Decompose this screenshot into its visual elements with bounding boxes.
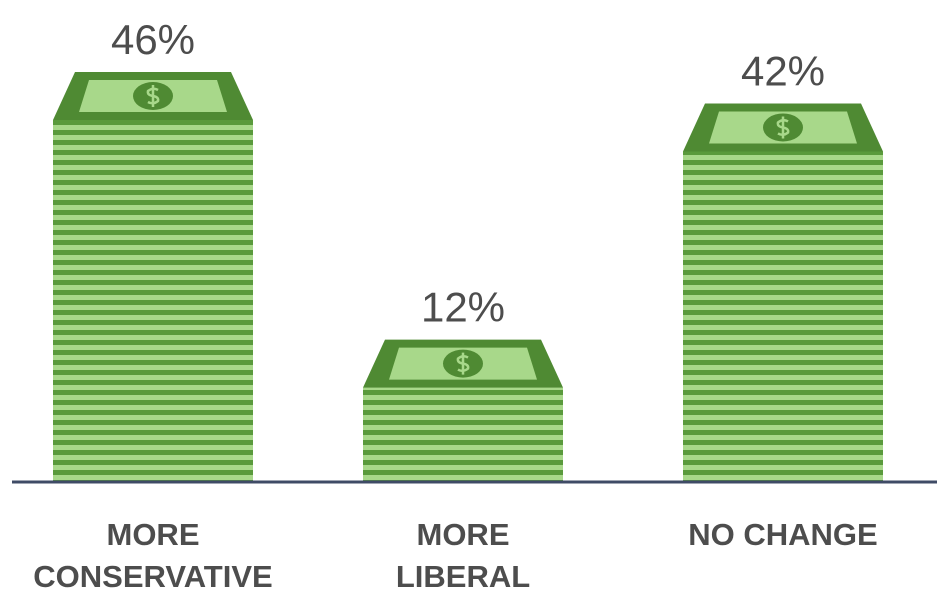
dollar-sign	[456, 352, 470, 375]
dollar-sign	[776, 116, 790, 139]
dollar-sign	[146, 85, 160, 107]
bar	[683, 151, 883, 482]
bill-cap	[53, 72, 253, 120]
value-label: 12%	[421, 284, 505, 331]
value-label: 42%	[741, 47, 825, 94]
bar	[363, 387, 563, 482]
value-label: 46%	[111, 16, 195, 63]
bars	[53, 72, 883, 482]
bill-cap	[683, 103, 883, 152]
bill-cap	[363, 339, 563, 388]
category-label: MORE CONSERVATIVE	[33, 517, 273, 594]
category-label: NO CHANGE	[688, 517, 878, 552]
bar	[53, 120, 253, 482]
category-label: MORE LIBERAL	[395, 517, 531, 594]
